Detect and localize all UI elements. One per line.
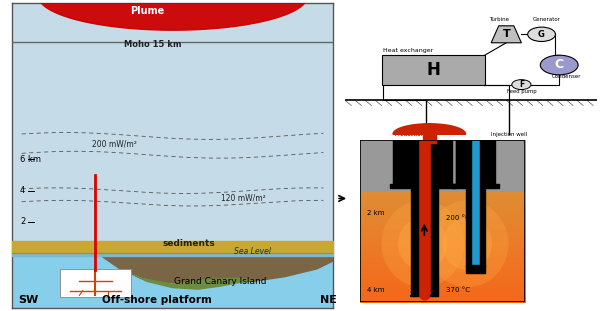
Text: Grand Canary Island: Grand Canary Island xyxy=(175,277,267,286)
Ellipse shape xyxy=(398,218,448,270)
Text: NE: NE xyxy=(320,295,337,305)
Text: sediments: sediments xyxy=(162,239,215,248)
Text: Condenser: Condenser xyxy=(552,74,581,79)
Ellipse shape xyxy=(443,218,492,270)
Text: Moho 15 km: Moho 15 km xyxy=(124,40,182,49)
Text: 4: 4 xyxy=(20,186,25,195)
Ellipse shape xyxy=(382,201,464,287)
Polygon shape xyxy=(134,275,253,289)
FancyBboxPatch shape xyxy=(382,55,485,85)
Text: Off-shore platform: Off-shore platform xyxy=(101,295,211,305)
Text: Plume: Plume xyxy=(130,6,164,16)
Text: 200 mW/m²: 200 mW/m² xyxy=(92,139,137,148)
Text: C: C xyxy=(554,58,564,72)
Circle shape xyxy=(540,55,578,75)
Text: 120 mW/m²: 120 mW/m² xyxy=(221,194,265,203)
Text: 370 °C: 370 °C xyxy=(446,287,470,294)
Text: Sea Level: Sea Level xyxy=(234,247,271,256)
Text: Feed pump: Feed pump xyxy=(506,89,536,94)
Text: SW: SW xyxy=(19,295,38,305)
Circle shape xyxy=(512,80,531,90)
Polygon shape xyxy=(102,256,333,285)
Text: F: F xyxy=(519,80,524,89)
Text: 2: 2 xyxy=(20,217,25,226)
Circle shape xyxy=(528,27,556,41)
Text: 200 °C: 200 °C xyxy=(446,216,470,221)
Bar xyxy=(60,269,131,297)
Text: Production well: Production well xyxy=(395,132,436,137)
Text: Generator: Generator xyxy=(533,16,560,21)
Polygon shape xyxy=(491,26,521,43)
Text: T: T xyxy=(502,29,510,39)
Text: G: G xyxy=(538,30,545,39)
Bar xyxy=(12,253,333,308)
Text: Heat exchanger: Heat exchanger xyxy=(383,48,433,53)
Text: Turbine: Turbine xyxy=(489,16,509,21)
Text: 4 km: 4 km xyxy=(367,287,384,294)
Text: 6 km: 6 km xyxy=(20,155,41,164)
Polygon shape xyxy=(393,124,466,134)
Text: H: H xyxy=(426,61,440,79)
Ellipse shape xyxy=(426,201,509,287)
Text: Injection well: Injection well xyxy=(491,132,527,137)
Text: 2 km: 2 km xyxy=(367,210,384,216)
